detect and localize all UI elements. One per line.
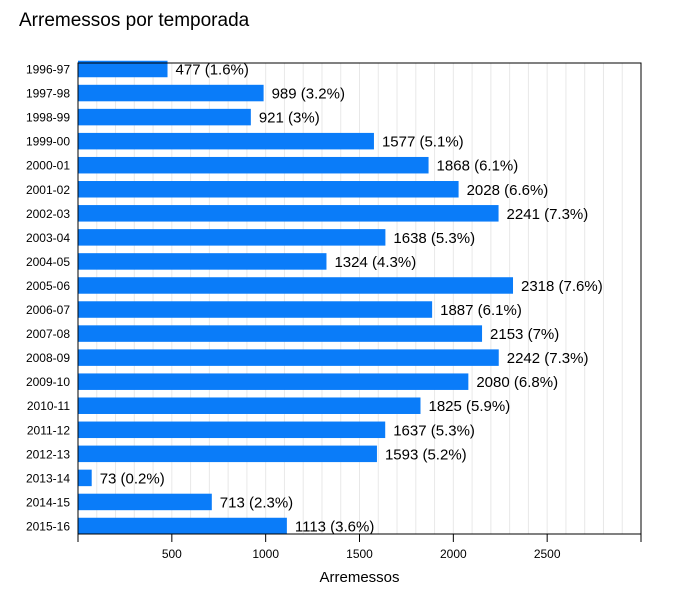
y-tick-label: 2011-12 (27, 423, 70, 437)
y-tick-label: 2003-04 (26, 231, 70, 245)
y-tick-label: 2002-03 (26, 207, 70, 221)
data-label: 2242 (7.3%) (507, 350, 589, 367)
x-tick-label: 500 (162, 547, 182, 561)
y-tick-label: 2006-07 (26, 303, 70, 317)
bar (78, 108, 251, 126)
x-tick-label: 1000 (252, 547, 279, 561)
y-tick-label: 2007-08 (26, 327, 70, 341)
bar (78, 373, 469, 390)
bar (78, 349, 499, 366)
bar (78, 469, 92, 487)
bar (78, 325, 483, 342)
y-tick-label: 2001-02 (26, 183, 70, 197)
bar (78, 156, 429, 174)
data-label: 1825 (5.9%) (428, 398, 510, 415)
y-tick-label: 2000-01 (26, 159, 70, 173)
y-tick-label: 2014-15 (26, 495, 70, 509)
bars (78, 60, 514, 535)
bar (78, 181, 459, 198)
bar (78, 229, 386, 246)
data-label: 1577 (5.1%) (382, 134, 464, 151)
y-tick-label: 1998-99 (26, 111, 70, 125)
bar (78, 493, 212, 511)
y-tick-label: 2012-13 (26, 447, 70, 461)
y-tick-label: 1999-00 (26, 135, 70, 149)
y-axis-labels: 1996-97 1997-98 1998-99 1999-00 2000-01 2001-… (26, 63, 70, 534)
bar (78, 517, 287, 535)
y-tick-label: 2008-09 (26, 351, 70, 365)
x-axis-title: Arremessos (319, 569, 399, 586)
bar (78, 205, 499, 222)
bar (78, 132, 374, 150)
y-tick-label: 2013-14 (26, 471, 70, 485)
data-labels: 477 (1.6%) 989 (3.2%) 921 (3%) 1577 (5.1%) 1… (100, 62, 603, 536)
data-label: 2318 (7.6%) (521, 278, 603, 295)
y-tick-label: 1997-98 (26, 87, 70, 101)
y-tick-label: 2005-06 (26, 279, 70, 293)
bar (78, 277, 514, 294)
bar (78, 445, 377, 463)
data-label: 1887 (6.1%) (440, 302, 522, 319)
x-tick-label: 2000 (440, 547, 467, 561)
data-label: 1868 (6.1%) (437, 158, 519, 175)
chart-title: Arremessos por temporada (19, 10, 250, 31)
data-label: 2153 (7%) (490, 326, 559, 343)
data-label: 1593 (5.2%) (385, 446, 467, 463)
y-tick-label: 2004-05 (26, 255, 70, 269)
data-label: 2080 (6.8%) (476, 374, 558, 391)
data-label: 2241 (7.3%) (507, 206, 589, 223)
data-label: 1324 (4.3%) (334, 254, 416, 271)
data-label: 989 (3.2%) (272, 86, 345, 103)
bar (78, 253, 327, 270)
data-label: 1113 (3.6%) (295, 519, 375, 536)
x-axis: 500 1000 1500 2000 2500 (77, 534, 642, 561)
bar (78, 397, 421, 414)
x-tick-label: 2500 (534, 547, 561, 561)
y-tick-label: 2010-11 (27, 399, 70, 413)
data-label: 73 (0.2%) (100, 470, 165, 487)
data-label: 713 (2.3%) (220, 494, 293, 511)
bar (78, 421, 386, 439)
data-label: 921 (3%) (259, 110, 320, 127)
bar (78, 84, 264, 102)
data-label: 477 (1.6%) (176, 62, 249, 79)
data-label: 1638 (5.3%) (393, 230, 475, 247)
bar (78, 301, 433, 318)
data-label: 1637 (5.3%) (393, 422, 475, 439)
y-tick-label: 2009-10 (26, 375, 70, 389)
bar (78, 60, 168, 78)
data-label: 2028 (6.6%) (467, 182, 549, 199)
y-tick-label: 1996-97 (26, 63, 70, 77)
x-tick-label: 1500 (346, 547, 373, 561)
y-tick-label: 2015-16 (26, 520, 70, 534)
